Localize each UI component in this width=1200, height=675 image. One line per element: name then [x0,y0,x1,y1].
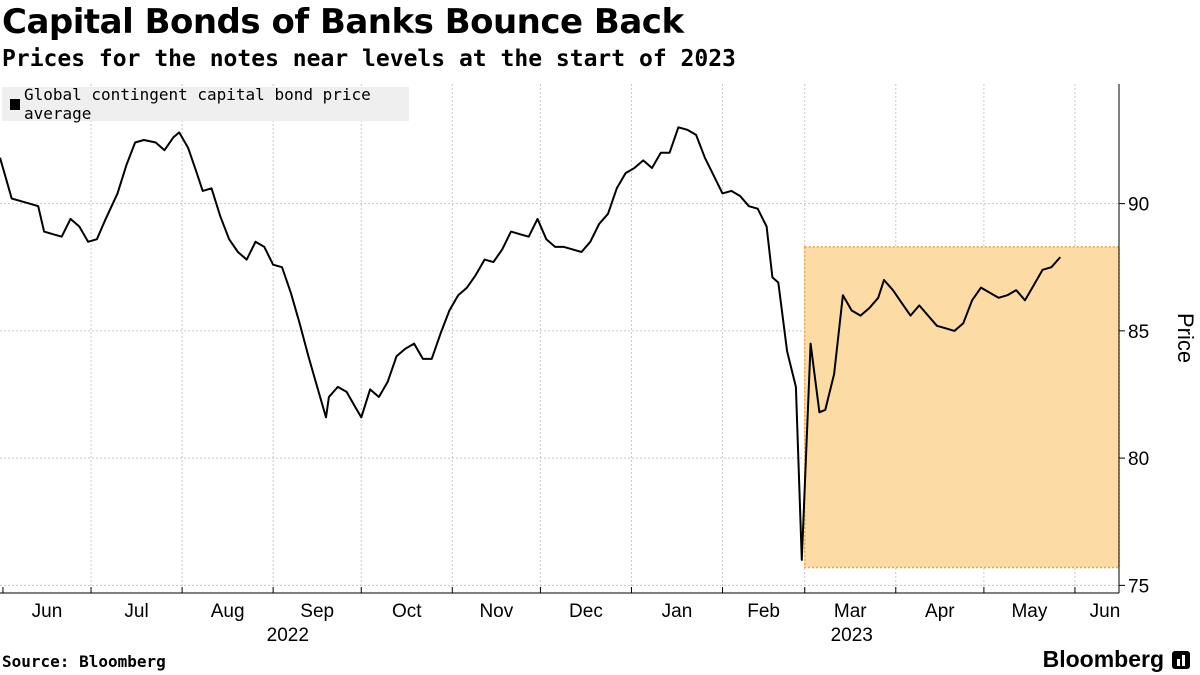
x-tick-label: Apr [925,601,955,622]
source-note: Source: Bloomberg [2,652,166,671]
y-axis-label: Price [1173,313,1198,363]
chart-subtitle: Prices for the notes near levels at the … [2,46,736,72]
highlight-layer [803,246,1120,569]
brand-name: Bloomberg [1042,646,1164,672]
legend-swatch [10,98,20,110]
chart-title: Capital Bonds of Banks Bounce Back [2,2,684,42]
y-tick-label: 90 [1128,195,1149,216]
x-year-label: 2023 [831,625,873,646]
x-tick-label: Jun [32,601,63,622]
legend-label: Global contingent capital bond price ave… [23,85,371,123]
y-tick-label: 85 [1128,322,1149,343]
axis-layer: 75 80 85 90 Jun Jul Aug Sep Oct Nov Dec Jan Feb Mar Ap… [0,84,1149,646]
x-tick-label: Aug [211,601,245,622]
terminal-icon [1172,650,1190,669]
x-tick-label: Sep [300,601,334,622]
y-tick-label: 75 [1128,576,1149,597]
x-tick-label: Jul [124,601,148,622]
brand-logo: Bloomberg [1043,646,1190,673]
x-tick-label: Jan [662,601,693,622]
x-tick-label: Jun [1090,601,1121,622]
highlight-region [803,246,1120,569]
series-line [0,126,1062,561]
series-layer [0,126,1062,561]
x-tick-label: Oct [392,601,422,622]
y-tick-label: 80 [1128,449,1149,470]
x-year-label: 2022 [267,625,309,646]
x-tick-label: Mar [834,601,867,622]
legend: Global contingent capital bond price ave… [2,85,409,123]
x-tick-label: Feb [747,601,780,622]
x-tick-label: Dec [569,601,603,622]
x-tick-label: May [1011,601,1047,622]
x-tick-label: Nov [479,601,513,622]
